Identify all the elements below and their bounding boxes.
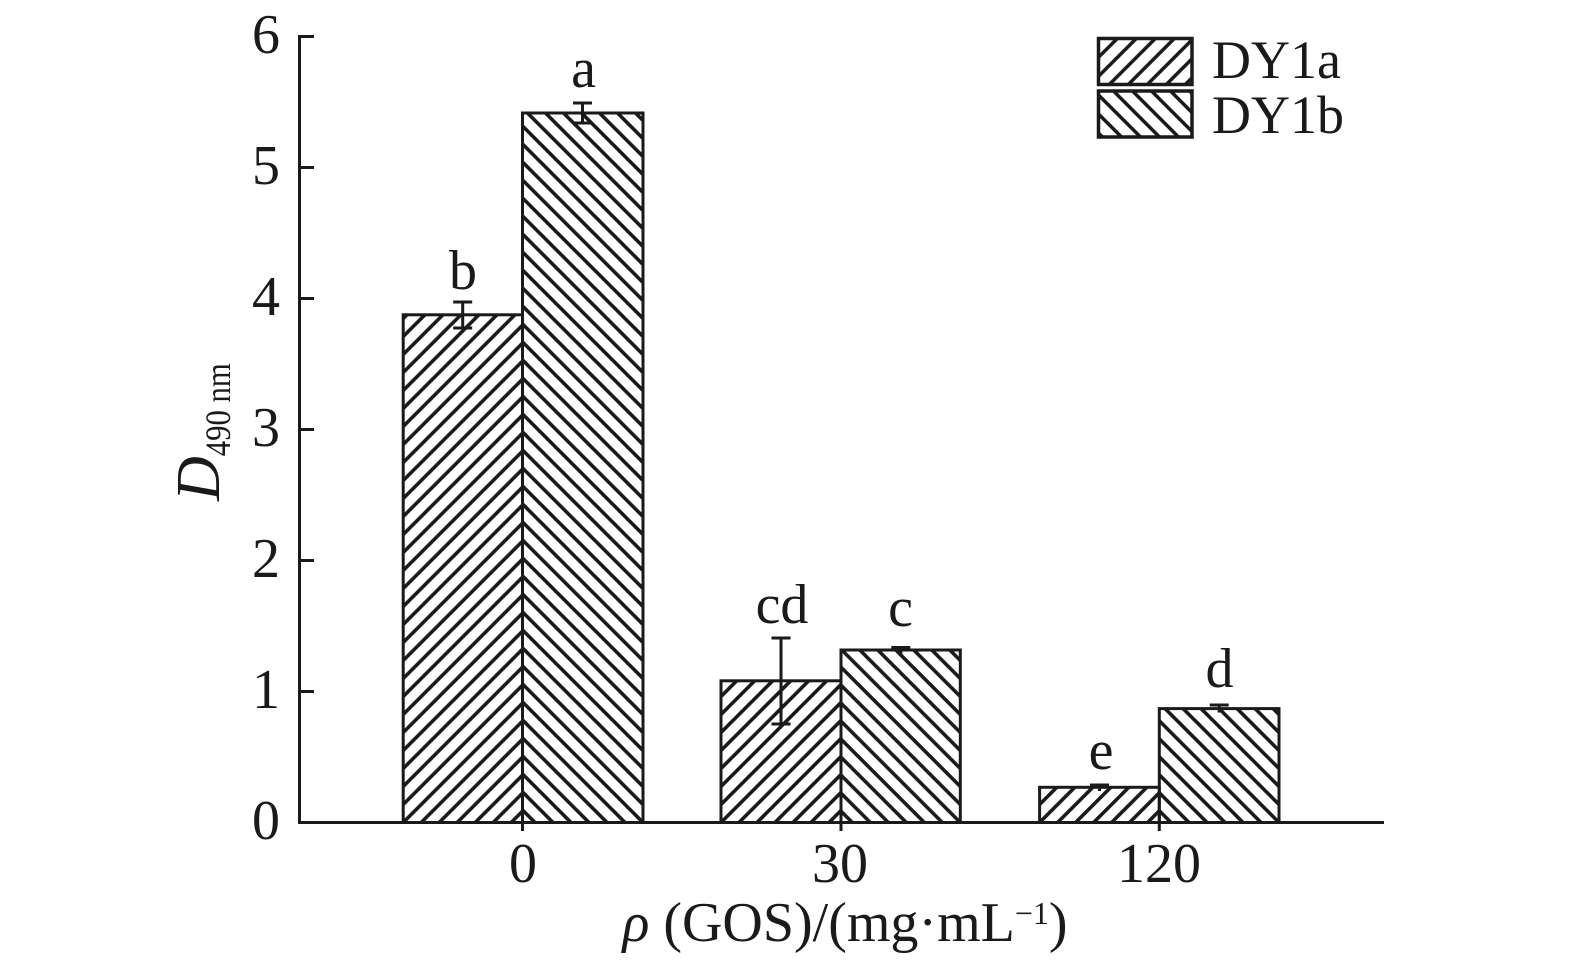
svg-text:6: 6 bbox=[252, 4, 280, 66]
svg-text:3: 3 bbox=[252, 397, 280, 459]
svg-text:4: 4 bbox=[252, 266, 280, 328]
svg-text:0: 0 bbox=[252, 790, 280, 852]
svg-text:ρ (GOS)/(mg·mL−1): ρ (GOS)/(mg·mL−1) bbox=[620, 892, 1067, 954]
svg-text:5: 5 bbox=[252, 135, 280, 197]
svg-text:2: 2 bbox=[252, 528, 280, 590]
svg-text:DY1b: DY1b bbox=[1212, 85, 1344, 145]
svg-text:120: 120 bbox=[1117, 833, 1201, 895]
svg-text:a: a bbox=[571, 38, 596, 100]
svg-text:cd: cd bbox=[756, 574, 809, 636]
svg-text:0: 0 bbox=[509, 833, 537, 895]
svg-text:c: c bbox=[888, 577, 913, 639]
svg-text:1: 1 bbox=[252, 659, 280, 721]
svg-text:b: b bbox=[449, 240, 477, 302]
svg-text:d: d bbox=[1206, 638, 1234, 700]
svg-text:e: e bbox=[1089, 720, 1114, 782]
svg-text:30: 30 bbox=[812, 833, 868, 895]
svg-text:DY1a: DY1a bbox=[1212, 30, 1341, 90]
svg-text:D490 nm: D490 nm bbox=[165, 363, 238, 502]
